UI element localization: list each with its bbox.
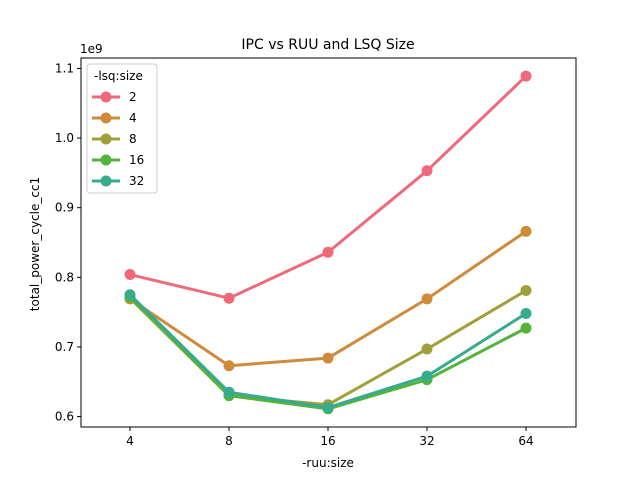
data-point-2 — [520, 70, 532, 82]
data-point-2 — [124, 269, 136, 281]
data-point-4 — [421, 293, 433, 305]
legend-marker-16 — [100, 154, 112, 166]
data-point-2 — [223, 292, 235, 304]
y-tick-label: 0.7 — [55, 340, 74, 354]
y-tick-label: 0.6 — [55, 410, 74, 424]
x-axis-label: -ruu:size — [302, 456, 354, 470]
data-point-16 — [520, 322, 532, 334]
x-tick-label: 16 — [320, 434, 335, 448]
legend: -lsq:size 2 4 8 16 32 — [86, 63, 158, 194]
y-tick-label: 1.1 — [55, 61, 74, 75]
legend-label-2: 2 — [129, 90, 137, 104]
data-point-8 — [520, 285, 532, 297]
axes-frame — [80, 57, 577, 428]
data-point-8 — [421, 343, 433, 355]
data-point-2 — [421, 165, 433, 177]
data-point-4 — [223, 360, 235, 372]
legend-label-4: 4 — [129, 111, 137, 125]
data-point-32 — [520, 308, 532, 320]
y-tick-label: 0.8 — [55, 270, 74, 284]
x-tick-label: 8 — [225, 434, 233, 448]
data-point-32 — [223, 386, 235, 398]
series-line-32 — [128, 293, 527, 410]
legend-label-16: 16 — [129, 153, 144, 167]
legend-marker-2 — [100, 91, 112, 103]
x-tick-label: 64 — [518, 434, 533, 448]
y-tick-label: 1.0 — [55, 131, 74, 145]
data-point-2 — [322, 246, 334, 258]
legend-marker-32 — [100, 175, 112, 187]
x-tick-label: 32 — [419, 434, 434, 448]
data-point-32 — [322, 402, 334, 414]
legend-box — [86, 63, 158, 194]
y-offset-label: 1e9 — [80, 42, 103, 56]
legend-marker-8 — [100, 133, 112, 145]
data-point-32 — [124, 289, 136, 301]
data-point-4 — [322, 352, 334, 364]
data-point-32 — [421, 370, 433, 382]
y-tick-label: 0.9 — [55, 201, 74, 215]
data-point-4 — [520, 225, 532, 237]
y-axis-label: total_power_cycle_cc1 — [28, 177, 42, 311]
series-line-2 — [129, 75, 528, 300]
legend-marker-4 — [100, 112, 112, 124]
x-tick-label: 4 — [126, 434, 134, 448]
plot-area: 4 8 16 32 64 0.6 0.7 0.8 0.9 1.0 1.1 — [55, 61, 534, 448]
legend-label-8: 8 — [129, 132, 137, 146]
chart-title: IPC vs RUU and LSQ Size — [241, 37, 414, 53]
series-line-8 — [128, 289, 527, 407]
legend-label-32: 32 — [129, 174, 144, 188]
legend-title: -lsq:size — [94, 69, 143, 83]
